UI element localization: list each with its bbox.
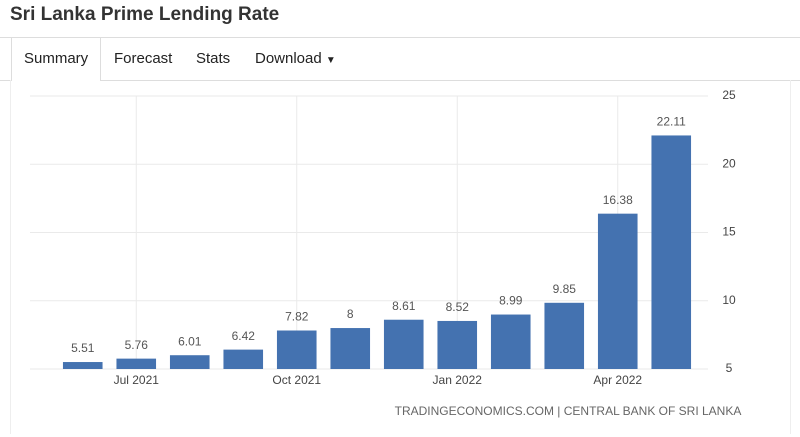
value-label: 7.82 — [285, 310, 309, 324]
bar — [490, 314, 531, 369]
x-tick-label: Apr 2022 — [593, 373, 642, 387]
y-tick-label: 25 — [722, 88, 736, 102]
bar — [544, 302, 585, 369]
y-tick-label: 10 — [722, 293, 736, 307]
bar — [330, 328, 371, 369]
tab-bar: Summary Forecast Stats Download ▼ — [0, 37, 800, 81]
tab[interactable]: Download ▼ — [255, 50, 336, 67]
tab-label[interactable]: Download — [255, 50, 322, 67]
bar — [62, 362, 103, 369]
chart-panel — [10, 80, 791, 434]
tab[interactable]: Summary — [11, 38, 102, 81]
tab[interactable]: Stats — [196, 50, 231, 67]
y-tick-label: 15 — [722, 225, 736, 239]
bar — [223, 349, 264, 369]
value-label: 8.61 — [392, 299, 416, 313]
x-tick-label: Jan 2022 — [433, 373, 483, 387]
x-tick-label: Jul 2021 — [114, 373, 160, 387]
bar — [651, 135, 692, 369]
value-label: 8.99 — [499, 294, 523, 308]
bar — [437, 320, 478, 369]
x-tick-label: Oct 2021 — [272, 373, 321, 387]
value-label: 8.52 — [446, 300, 470, 314]
source: TRADINGECONOMICS.COM | CENTRAL BANK OF S… — [395, 404, 742, 418]
value-label: 16.38 — [603, 193, 633, 207]
value-label: 8 — [347, 307, 354, 321]
bar — [276, 330, 317, 369]
bar — [116, 358, 157, 369]
bar — [597, 213, 638, 369]
value-label: 9.85 — [553, 282, 577, 296]
value-label: 6.01 — [178, 334, 202, 348]
value-label: 5.51 — [71, 341, 95, 355]
value-label: 5.76 — [125, 338, 149, 352]
page-title: Sri Lanka Prime Lending Rate — [10, 4, 280, 25]
y-tick-label: 20 — [722, 156, 736, 170]
bar — [383, 319, 424, 369]
tab[interactable]: Forecast — [114, 50, 173, 67]
value-label: 6.42 — [232, 329, 256, 343]
value-label: 22.11 — [657, 115, 686, 129]
bar — [169, 355, 210, 369]
y-tick-label: 5 — [726, 361, 733, 375]
